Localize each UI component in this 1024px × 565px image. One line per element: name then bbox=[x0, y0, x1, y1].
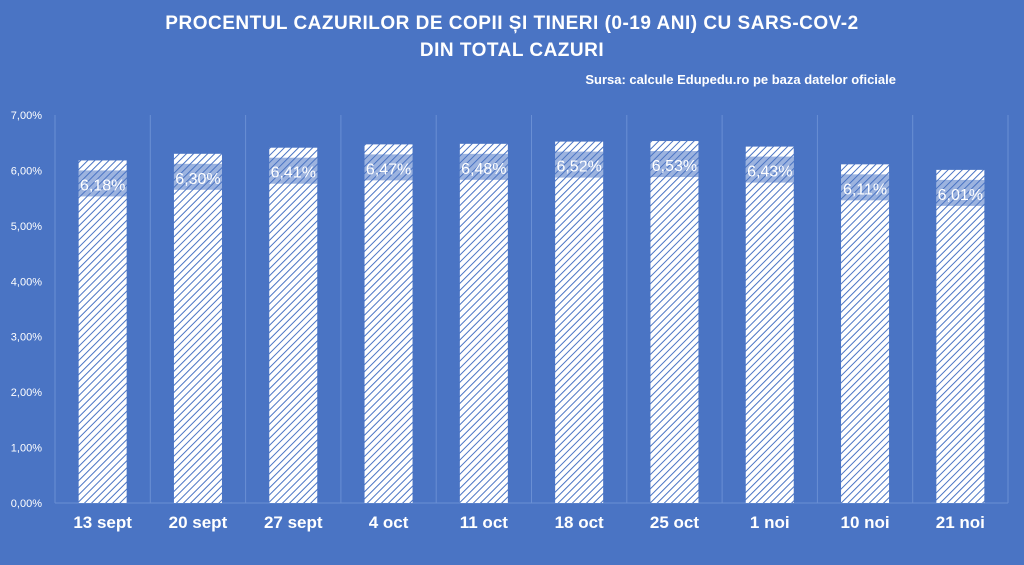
x-tick-label: 20 sept bbox=[169, 513, 228, 532]
chart-source-note: Sursa: calcule Edupedu.ro pe baza datelo… bbox=[585, 72, 896, 87]
data-label: 6,41% bbox=[271, 165, 316, 182]
y-tick-label: 0,00% bbox=[11, 498, 42, 510]
data-label: 6,18% bbox=[80, 177, 125, 194]
bar bbox=[555, 141, 604, 503]
y-tick-label: 2,00% bbox=[11, 387, 42, 399]
y-tick-label: 3,00% bbox=[11, 332, 42, 344]
chart-title-line-2: DIN TOTAL CAZURI bbox=[419, 40, 605, 61]
x-tick-label: 1 noi bbox=[750, 513, 790, 532]
bar bbox=[745, 146, 794, 503]
data-label-backdrop bbox=[459, 153, 508, 180]
data-label: 6,48% bbox=[461, 161, 506, 178]
bar bbox=[841, 164, 890, 503]
data-label: 6,47% bbox=[366, 161, 411, 178]
data-labels-layer: 6,18% 6,30% 6,41% 6,47% 6,48% 6,52% 6,53% 6,43%… bbox=[78, 151, 985, 206]
data-label-backdrop bbox=[269, 157, 318, 184]
data-label: 6,43% bbox=[747, 164, 792, 181]
data-label: 6,53% bbox=[652, 158, 697, 175]
bar bbox=[936, 169, 985, 504]
y-tick-label: 6,00% bbox=[11, 165, 42, 177]
bars-layer bbox=[78, 141, 985, 504]
data-label-backdrop bbox=[78, 170, 127, 197]
data-label-backdrop bbox=[364, 154, 413, 181]
bar bbox=[78, 160, 127, 504]
bar bbox=[364, 144, 413, 503]
data-label: 6,01% bbox=[938, 187, 983, 204]
data-label-backdrop bbox=[650, 151, 699, 178]
x-tick-label: 21 noi bbox=[936, 513, 985, 532]
data-label-backdrop bbox=[936, 179, 985, 206]
x-axis: 13 sept 20 sept 27 sept 4 oct 11 oct 18 oct 25… bbox=[73, 513, 985, 532]
data-label: 6,11% bbox=[843, 181, 887, 198]
y-tick-label: 4,00% bbox=[11, 276, 42, 288]
x-tick-label: 13 sept bbox=[73, 513, 132, 532]
x-tick-label: 11 oct bbox=[460, 513, 509, 532]
bar bbox=[173, 153, 222, 504]
data-label: 6,30% bbox=[175, 171, 220, 188]
x-tick-label: 27 sept bbox=[264, 513, 323, 532]
y-tick-label: 7,00% bbox=[11, 110, 42, 122]
x-tick-label: 10 noi bbox=[840, 513, 889, 532]
data-label: 6,52% bbox=[556, 159, 601, 176]
chart-title-line-1: PROCENTUL CAZURILOR DE COPII ȘI TINERI (… bbox=[165, 13, 859, 34]
bar bbox=[459, 143, 508, 503]
x-tick-label: 4 oct bbox=[369, 513, 409, 532]
data-label-backdrop bbox=[745, 156, 794, 183]
bar bbox=[650, 141, 699, 503]
grid-layer bbox=[54, 115, 1009, 504]
data-label-backdrop bbox=[841, 174, 890, 201]
x-tick-label: 25 oct bbox=[650, 513, 699, 532]
x-tick-label: 18 oct bbox=[555, 513, 604, 532]
y-tick-label: 1,00% bbox=[11, 443, 42, 455]
y-axis: 0,00% 1,00% 2,00% 3,00% 4,00% 5,00% 6,00% 7,00% bbox=[11, 110, 42, 510]
y-tick-label: 5,00% bbox=[11, 221, 42, 233]
data-label-backdrop bbox=[173, 163, 222, 190]
bar bbox=[269, 147, 318, 503]
data-label-backdrop bbox=[555, 151, 604, 178]
